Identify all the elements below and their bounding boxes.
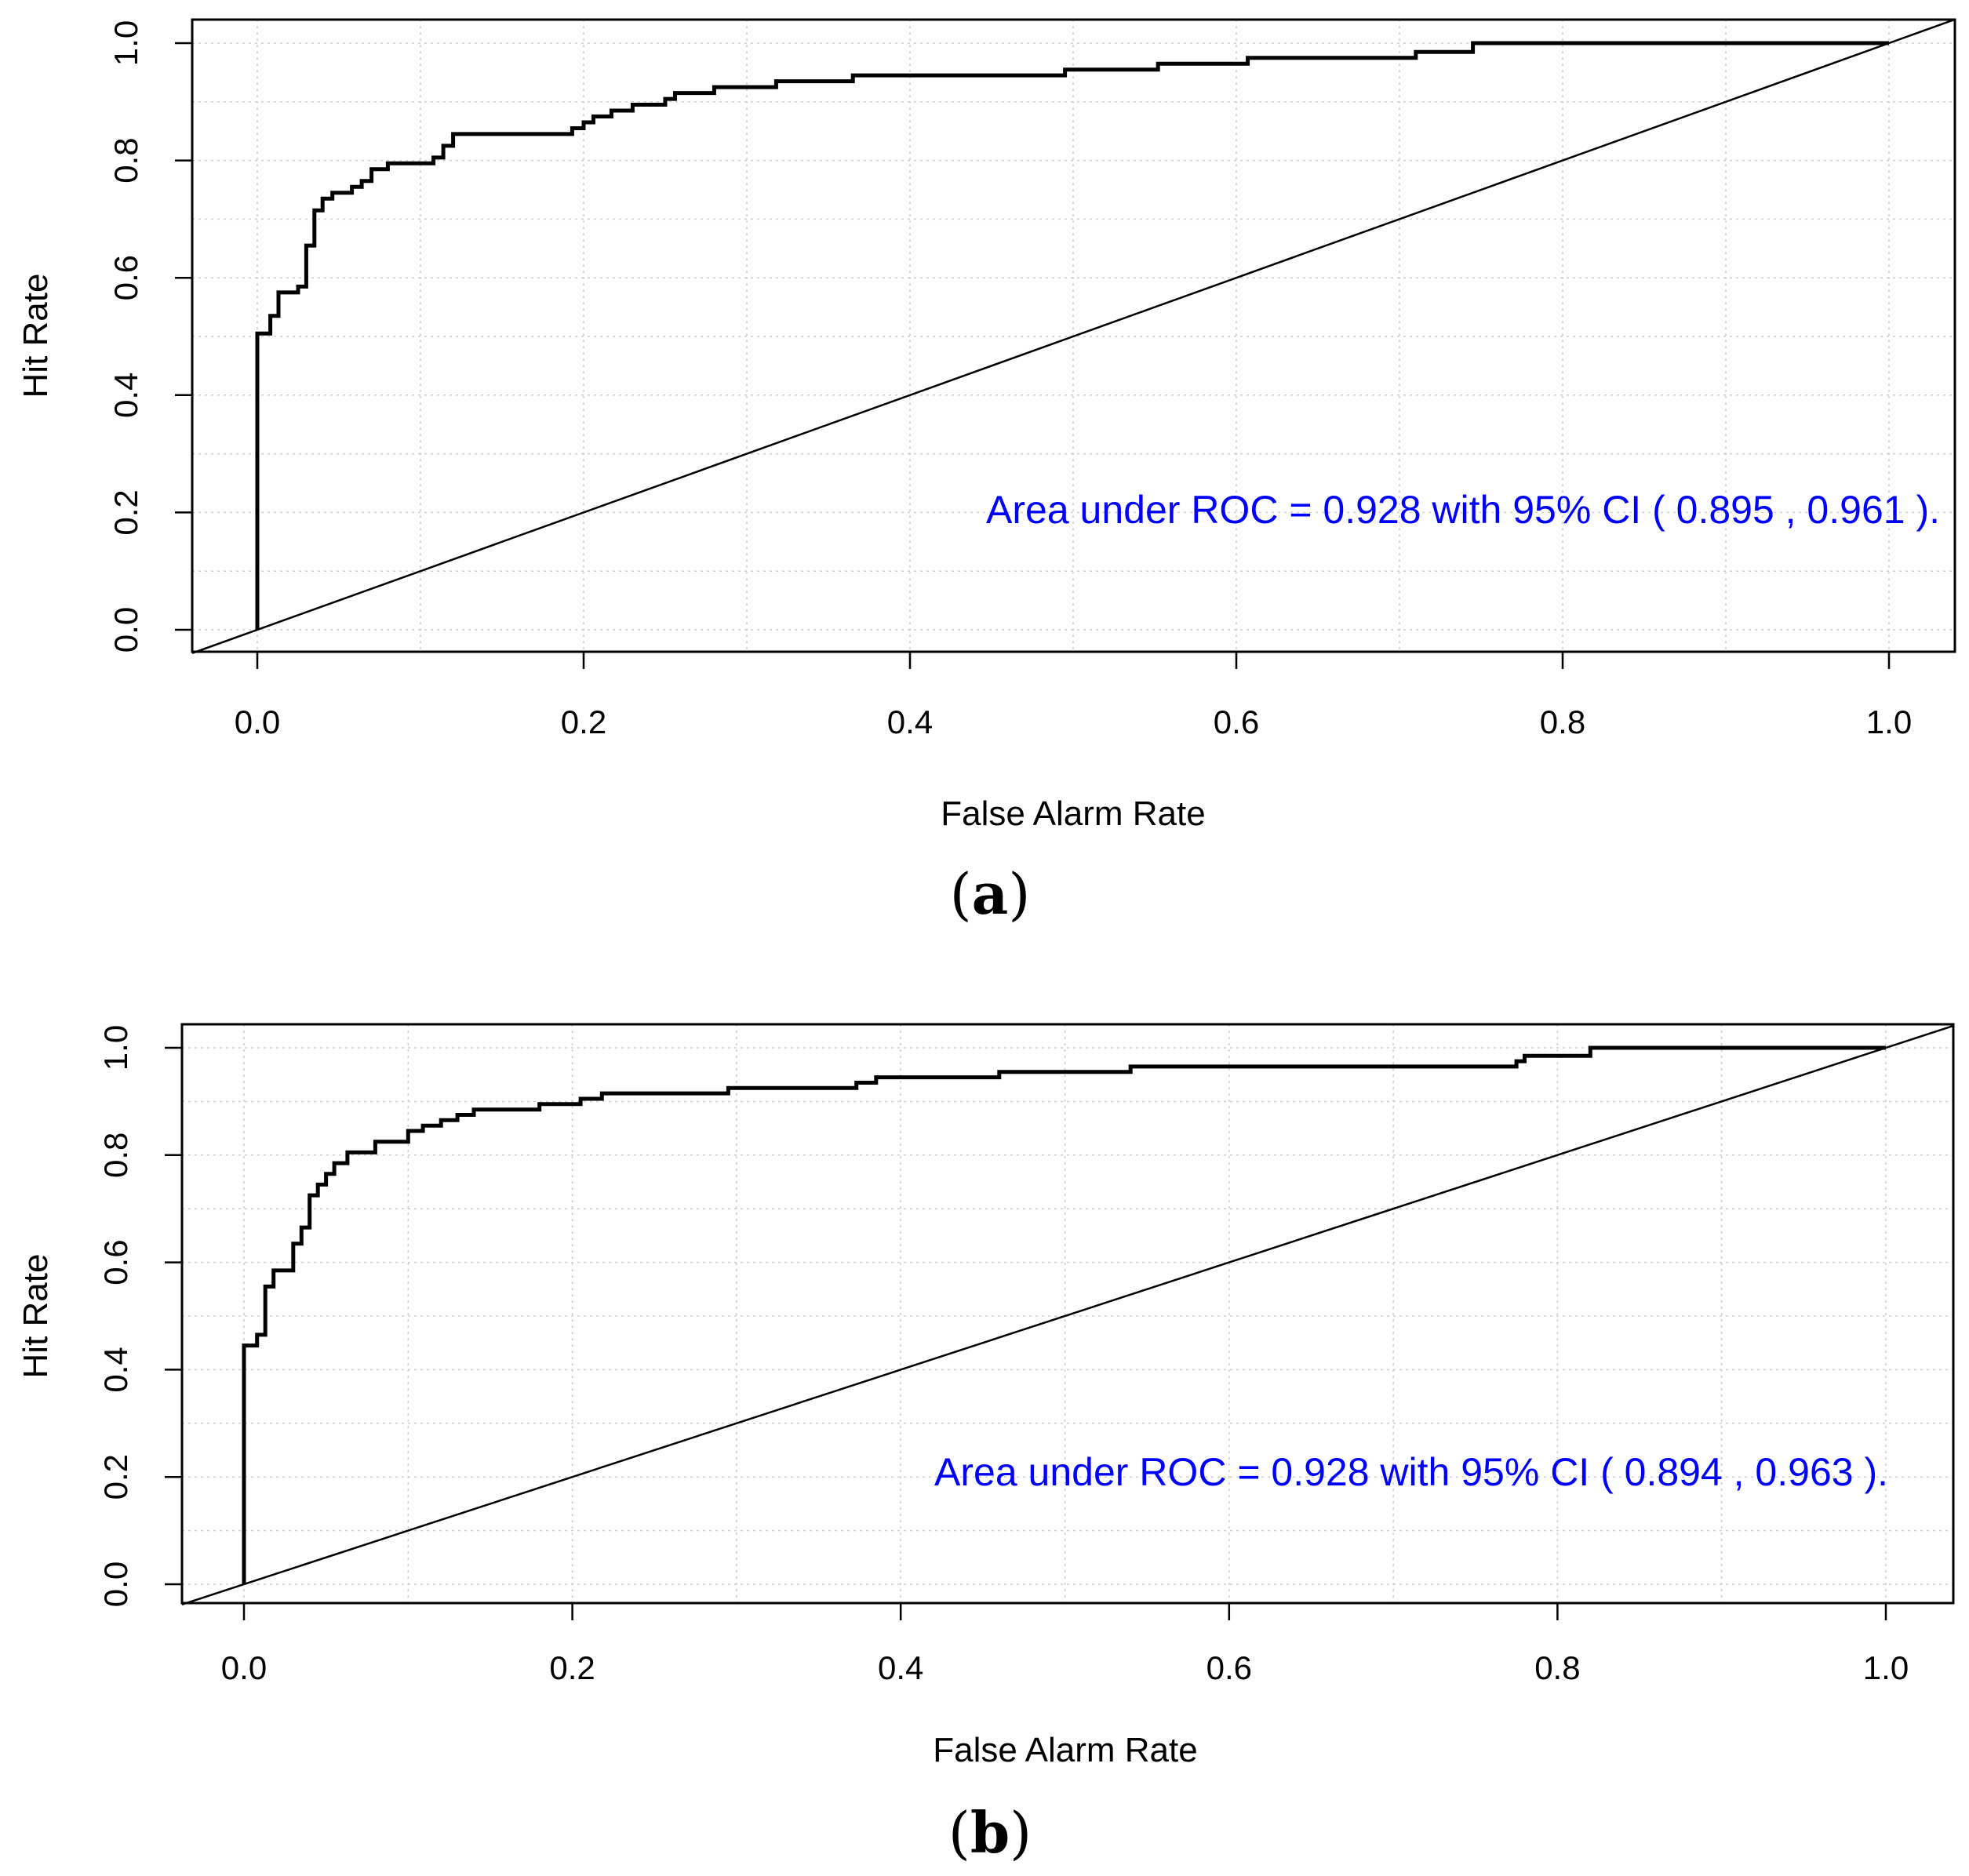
panel-a-roc-curve bbox=[255, 41, 1889, 630]
panel-b-y-tick-label-1: 0.2 bbox=[97, 1454, 134, 1500]
panel-a-caption: (a) bbox=[950, 860, 1031, 927]
panel-a-y-axis-title: Hit Rate bbox=[16, 274, 55, 398]
panel-a-x-tick-label-2: 0.4 bbox=[887, 704, 933, 740]
panel-b-y-tick-label-4: 0.8 bbox=[97, 1133, 134, 1178]
panel-a-y-tick-label-4: 0.8 bbox=[107, 137, 144, 183]
panel-b-caption-letter: b bbox=[970, 1799, 1010, 1866]
panel-a: 0.0 0.2 0.4 0.6 0.8 1.0 0.0 0.2 0.4 0.6 0.8 1.0 Are… bbox=[16, 18, 1956, 927]
panel-a-y-tick-label-3: 0.6 bbox=[107, 255, 144, 300]
panel-b-reference-layer bbox=[181, 1024, 1954, 1606]
panel-a-axes: 0.0 0.2 0.4 0.6 0.8 1.0 0.0 0.2 0.4 0.6 0.8 1.0 bbox=[107, 20, 1912, 740]
panel-b-x-tick-label-0: 0.0 bbox=[221, 1649, 267, 1686]
panel-b-axes: 0.0 0.2 0.4 0.6 0.8 1.0 0.0 0.2 0.4 0.6 0.8 1.0 bbox=[97, 1025, 1909, 1686]
panel-a-grid bbox=[192, 20, 1955, 652]
panel-a-y-tick-label-5: 1.0 bbox=[107, 20, 144, 66]
panel-a-x-tick-label-4: 0.8 bbox=[1540, 704, 1585, 740]
panel-b-caption: (b) bbox=[948, 1799, 1032, 1866]
panel-b: 0.0 0.2 0.4 0.6 0.8 1.0 0.0 0.2 0.4 0.6 0.8 1.0 Are… bbox=[16, 1023, 1955, 1866]
panel-b-y-tick-label-0: 0.0 bbox=[97, 1562, 134, 1607]
panel-a-y-tick-label-2: 0.4 bbox=[107, 373, 144, 418]
panel-b-grid bbox=[182, 1024, 1953, 1603]
panel-a-x-tick-label-1: 0.2 bbox=[561, 704, 606, 740]
panel-a-auc-annotation: Area under ROC = 0.928 with 95% CI ( 0.8… bbox=[986, 488, 1940, 532]
panel-a-roc-layer bbox=[255, 41, 1889, 630]
panel-a-y-tick-label-0: 0.0 bbox=[107, 607, 144, 653]
panel-b-x-tick-label-3: 0.6 bbox=[1207, 1649, 1252, 1686]
panel-a-reference-diagonal bbox=[191, 18, 1956, 655]
panel-a-y-tick-label-1: 0.2 bbox=[107, 489, 144, 535]
panel-b-auc-annotation: Area under ROC = 0.928 with 95% CI ( 0.8… bbox=[934, 1450, 1888, 1494]
panel-b-y-tick-label-3: 0.6 bbox=[97, 1239, 134, 1285]
panel-b-roc-layer bbox=[242, 1045, 1886, 1584]
panel-b-y-axis-title: Hit Rate bbox=[16, 1254, 55, 1379]
panel-a-x-tick-label-5: 1.0 bbox=[1866, 704, 1912, 740]
panel-b-x-tick-label-1: 0.2 bbox=[549, 1649, 595, 1686]
panel-b-x-tick-label-4: 0.8 bbox=[1534, 1649, 1580, 1686]
panel-b-plot-frame bbox=[180, 1023, 1955, 1605]
panel-b-y-tick-label-5: 1.0 bbox=[97, 1025, 134, 1071]
panel-a-reference-layer bbox=[191, 18, 1956, 655]
panel-b-x-tick-label-5: 1.0 bbox=[1863, 1649, 1909, 1686]
panel-a-x-axis-title: False Alarm Rate bbox=[941, 794, 1205, 833]
panel-b-reference-diagonal bbox=[181, 1024, 1954, 1606]
panel-a-x-tick-label-3: 0.6 bbox=[1214, 704, 1259, 740]
panel-b-y-tick-label-2: 0.4 bbox=[97, 1347, 134, 1392]
panel-b-x-tick-label-2: 0.4 bbox=[878, 1649, 923, 1686]
panel-a-caption-letter: a bbox=[972, 860, 1009, 927]
panel-a-x-tick-label-0: 0.0 bbox=[235, 704, 280, 740]
panel-b-roc-curve bbox=[242, 1045, 1886, 1584]
panel-b-x-axis-title: False Alarm Rate bbox=[933, 1731, 1197, 1769]
